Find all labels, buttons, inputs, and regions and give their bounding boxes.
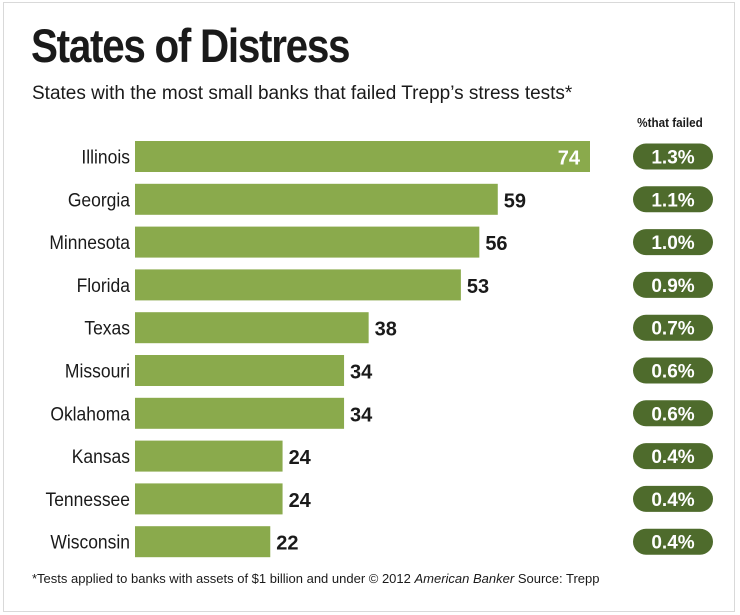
percent-pill-tennessee (633, 485, 713, 512)
percent-pill-oklahoma (633, 400, 713, 427)
percent-label-kansas: 0.4% (651, 447, 694, 468)
chart-title: States of Distress (31, 19, 351, 72)
footer-note: *Tests applied to banks with assets of $… (32, 571, 415, 586)
percent-label-missouri: 0.6% (651, 362, 694, 383)
category-label-kansas: Kansas (72, 445, 130, 467)
percent-column-header: %that failed (637, 115, 703, 130)
category-label-oklahoma: Oklahoma (50, 403, 130, 425)
footer-source: Source: Trepp (514, 571, 600, 586)
value-label-oklahoma: 34 (350, 404, 373, 426)
category-label-georgia: Georgia (68, 189, 131, 211)
value-label-missouri: 34 (350, 362, 373, 384)
percent-label-oklahoma: 0.6% (651, 404, 694, 425)
percent-pill-kansas (633, 443, 713, 470)
category-label-illinois: Illinois (81, 146, 130, 168)
percent-label-tennessee: 0.4% (651, 490, 694, 511)
category-label-wisconsin: Wisconsin (50, 531, 130, 553)
value-label-georgia: 59 (504, 190, 526, 212)
footer-publisher: American Banker (414, 571, 515, 586)
bar-tennessee (135, 483, 283, 515)
category-label-minnesota: Minnesota (49, 231, 130, 253)
bar-georgia (135, 183, 498, 215)
value-label-illinois: 74 (558, 148, 581, 170)
chart-footer: *Tests applied to banks with assets of $… (32, 571, 599, 586)
percent-pill-georgia (633, 186, 713, 213)
chart-subtitle: States with the most small banks that fa… (32, 83, 573, 104)
bar-oklahoma (135, 397, 345, 429)
percent-label-minnesota: 1.0% (651, 233, 694, 254)
percent-label-florida: 0.9% (651, 276, 694, 297)
percent-label-texas: 0.7% (651, 319, 694, 340)
bar-minnesota (135, 226, 480, 258)
percent-pill-texas (633, 314, 713, 341)
percent-pill-missouri (633, 357, 713, 384)
value-label-florida: 53 (467, 276, 489, 298)
category-label-florida: Florida (77, 274, 131, 296)
category-label-missouri: Missouri (65, 360, 130, 382)
value-label-wisconsin: 22 (276, 533, 298, 555)
percent-label-georgia: 1.1% (651, 190, 694, 211)
percent-label-illinois: 1.3% (651, 148, 694, 169)
bar-florida (135, 269, 461, 301)
bar-missouri (135, 355, 345, 386)
percent-label-wisconsin: 0.4% (651, 533, 694, 554)
bar-texas (135, 312, 369, 344)
value-label-tennessee: 24 (289, 490, 312, 512)
bar-illinois (135, 141, 590, 172)
percent-pill-minnesota (633, 229, 713, 256)
bar-wisconsin (135, 526, 271, 558)
percent-pill-illinois (633, 143, 713, 170)
value-label-minnesota: 56 (485, 233, 507, 255)
percent-pill-wisconsin (633, 528, 713, 555)
bar-kansas (135, 440, 283, 472)
chart-frame (3, 2, 735, 612)
category-label-texas: Texas (84, 317, 130, 339)
value-label-kansas: 24 (289, 447, 312, 469)
category-label-tennessee: Tennessee (45, 488, 130, 510)
value-label-texas: 38 (375, 319, 397, 341)
percent-pill-florida (633, 271, 713, 298)
